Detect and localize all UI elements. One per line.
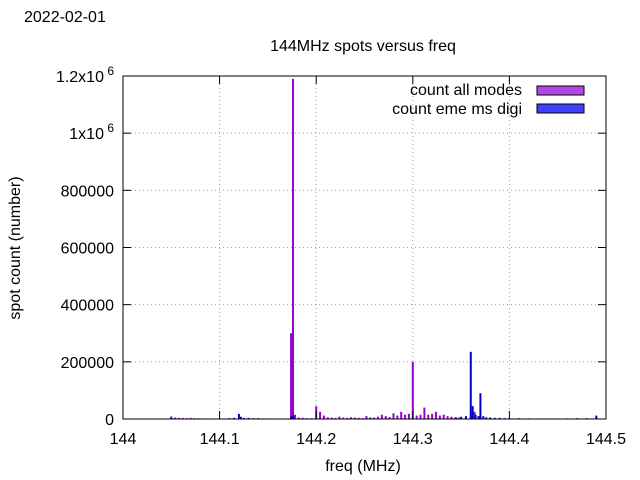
bar — [407, 413, 410, 419]
bar — [233, 417, 236, 419]
bar — [471, 406, 474, 419]
bar — [349, 417, 352, 419]
bar — [404, 414, 407, 419]
bar — [464, 416, 467, 419]
bar — [319, 411, 322, 419]
legend-swatch-count-all-modes — [536, 85, 585, 96]
bar — [247, 417, 250, 419]
grid-lines — [123, 76, 606, 419]
legend-label-count-all-modes: count all modes — [410, 82, 522, 99]
bar — [396, 415, 399, 419]
bar — [330, 417, 333, 419]
y-tick-label: 800000 — [61, 183, 114, 200]
plot-frame — [122, 75, 607, 420]
bar — [297, 417, 300, 419]
bar — [326, 417, 329, 419]
legend-label-count-eme-ms-digi: count eme ms digi — [392, 101, 522, 118]
legend-swatch-count-eme-ms-digi — [536, 103, 585, 114]
bar — [290, 416, 293, 419]
bar — [474, 414, 477, 419]
bar — [189, 417, 192, 419]
bar — [388, 417, 391, 419]
bar — [338, 416, 341, 419]
bar — [455, 417, 458, 419]
bar — [178, 417, 181, 419]
bar — [384, 416, 387, 419]
bar — [377, 416, 380, 419]
bar — [442, 414, 445, 419]
x-tick-label: 144.3 — [393, 431, 433, 448]
axis-ticks: 0 200000 400000 600000 800000 1x10 6 1.2x10 6 1… — [56, 64, 626, 448]
bar — [434, 411, 437, 419]
bar — [342, 417, 345, 419]
bar — [438, 415, 441, 419]
bar — [485, 417, 488, 419]
bar — [595, 415, 598, 419]
bar — [373, 417, 376, 419]
x-tick-label: 144.2 — [296, 431, 336, 448]
chart-title: 144MHz spots versus freq — [270, 38, 456, 55]
bar — [170, 417, 173, 419]
bar — [292, 416, 295, 419]
legend: count all modes count eme ms digi — [392, 82, 585, 118]
y-tick-label: 600000 — [61, 241, 114, 258]
bar — [446, 416, 449, 419]
bar — [460, 416, 463, 419]
x-axis-label: freq (MHz) — [325, 458, 401, 475]
y-tick-label: 200000 — [61, 355, 114, 372]
bar — [353, 417, 356, 419]
bar — [322, 415, 325, 419]
bar — [392, 413, 395, 419]
y-axis-label: spot count (number) — [7, 176, 24, 319]
bar — [334, 417, 337, 419]
bar — [482, 416, 485, 419]
y-tick-label: 400000 — [61, 298, 114, 315]
bar — [423, 407, 426, 419]
bar — [369, 417, 372, 419]
y-tick-label: 0 — [105, 412, 114, 429]
bar — [431, 413, 434, 419]
bar — [458, 417, 461, 419]
bar — [290, 333, 293, 419]
x-tick-label: 144 — [110, 431, 137, 448]
bar — [469, 351, 472, 419]
date-label: 2022-02-01 — [24, 9, 106, 26]
y-tick-label-exponent: 6 — [104, 64, 114, 78]
bar — [400, 411, 403, 419]
y-tick-label: 1.2x10 6 — [56, 64, 114, 86]
bar — [493, 417, 496, 419]
bar — [237, 413, 240, 419]
bar — [427, 414, 430, 419]
bar — [380, 414, 383, 419]
bar — [174, 417, 177, 419]
bar — [301, 417, 304, 419]
bar — [239, 416, 242, 419]
bar — [479, 393, 482, 419]
bar — [170, 416, 173, 419]
bar — [293, 414, 296, 419]
bar — [411, 361, 414, 419]
x-tick-label: 144.1 — [200, 431, 240, 448]
bar — [242, 417, 245, 419]
x-tick-label: 144.4 — [489, 431, 529, 448]
bar — [415, 415, 418, 419]
bar — [357, 417, 360, 419]
bar — [450, 416, 453, 419]
y-tick-label-exponent: 6 — [104, 121, 114, 135]
bar — [477, 416, 480, 419]
y-tick-label: 1x10 6 — [69, 121, 114, 143]
bar — [292, 78, 295, 420]
bar — [419, 414, 422, 419]
series-count-all-modes — [170, 78, 598, 420]
bar — [346, 417, 349, 419]
x-tick-label: 144.5 — [586, 431, 626, 448]
bar — [365, 416, 368, 419]
bar — [489, 417, 492, 419]
